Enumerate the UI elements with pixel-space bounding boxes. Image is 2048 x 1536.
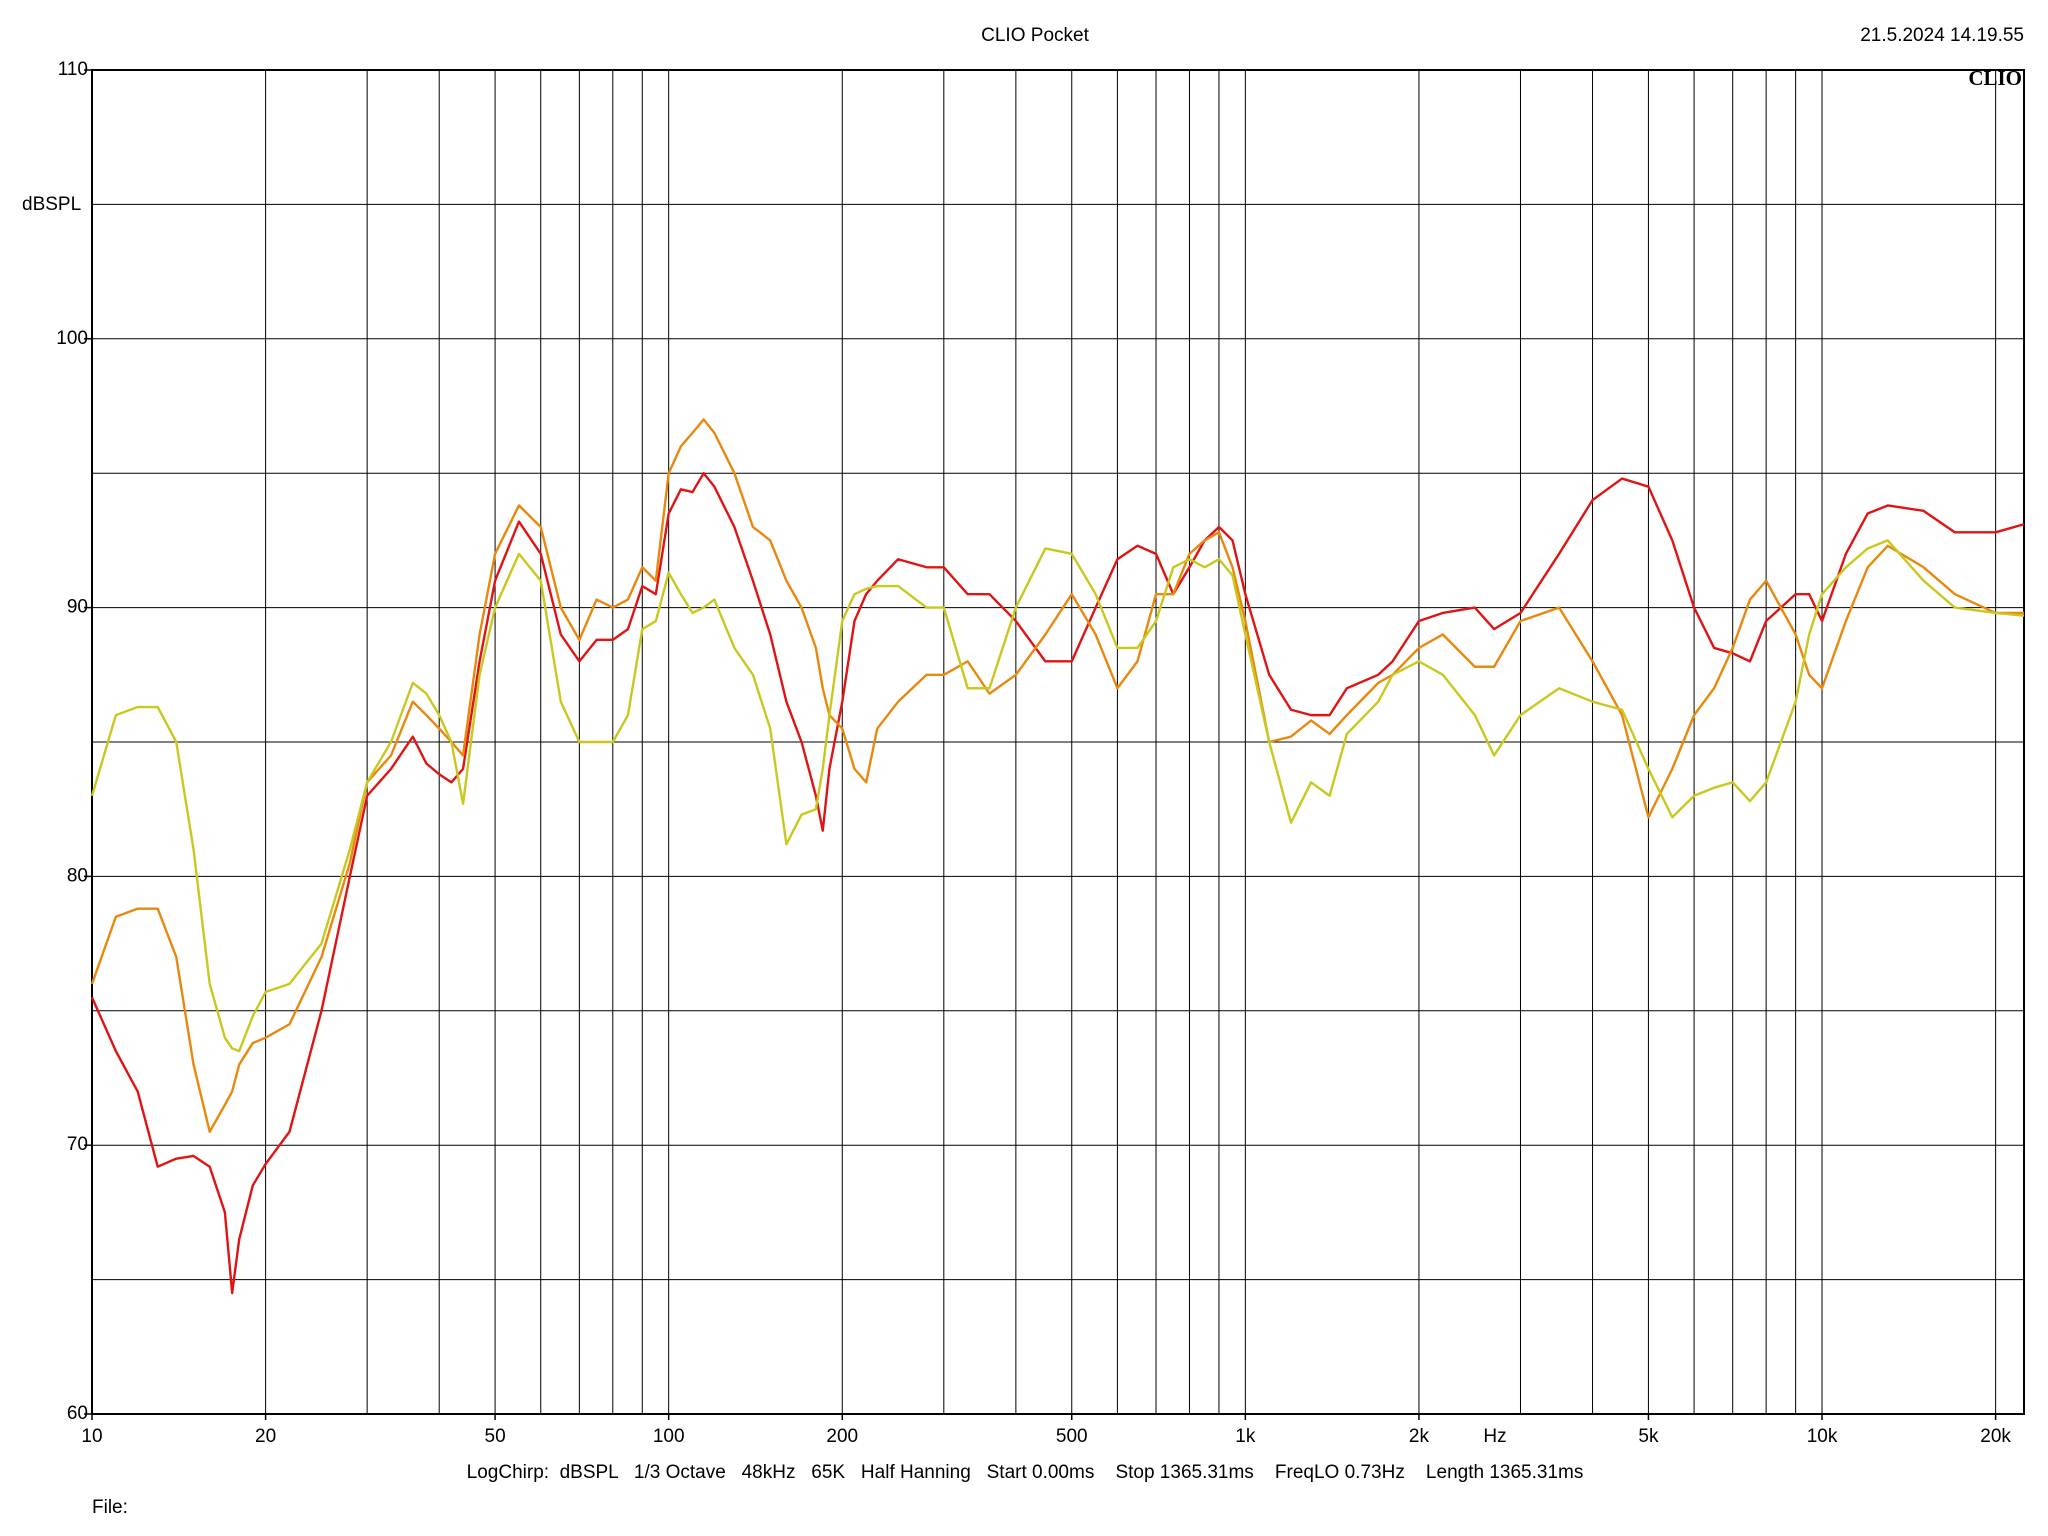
footer: LogChirp: dBSPL 1/3 Octave 48kHz 65K Hal… — [467, 1462, 1584, 1483]
x-tick-label: 200 — [826, 1426, 858, 1447]
x-tick-label: 5k — [1638, 1426, 1659, 1447]
y-tick-label: 90 — [67, 597, 88, 618]
y-tick-label: 70 — [67, 1134, 88, 1155]
y-tick-label: 60 — [67, 1403, 88, 1424]
y-axis-label: dBSPL — [22, 194, 81, 215]
x-tick-label: 2k — [1409, 1426, 1430, 1447]
y-tick-label: 100 — [56, 328, 88, 349]
chart-title: CLIO Pocket — [981, 25, 1089, 46]
y-tick-label: 110 — [58, 59, 88, 80]
x-tick-label: 10 — [81, 1426, 102, 1447]
x-tick-label: 500 — [1056, 1426, 1088, 1447]
x-tick-label: 20 — [255, 1426, 276, 1447]
x-tick-label: 10k — [1807, 1426, 1838, 1447]
timestamp: 21.5.2024 14.19.55 — [1860, 25, 2024, 46]
response-curve — [90, 418, 2024, 1133]
response-curve — [90, 539, 2025, 1053]
response-curve — [90, 472, 2025, 1295]
x-tick-label: 50 — [485, 1426, 506, 1447]
file-label: File: — [92, 1497, 128, 1518]
x-tick-label: 100 — [653, 1426, 685, 1447]
y-tick-label: 80 — [67, 865, 88, 886]
x-tick-label: 20k — [1980, 1426, 2011, 1447]
x-tick-label: 1k — [1235, 1426, 1256, 1447]
x-axis-label: Hz — [1483, 1426, 1506, 1447]
plot-frame — [91, 69, 2025, 1415]
